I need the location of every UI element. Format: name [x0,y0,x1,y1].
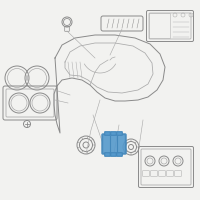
FancyBboxPatch shape [105,132,110,135]
FancyBboxPatch shape [117,153,122,156]
FancyBboxPatch shape [111,132,116,135]
FancyBboxPatch shape [105,153,110,156]
FancyBboxPatch shape [111,153,116,156]
FancyBboxPatch shape [117,132,122,135]
FancyBboxPatch shape [102,134,126,154]
